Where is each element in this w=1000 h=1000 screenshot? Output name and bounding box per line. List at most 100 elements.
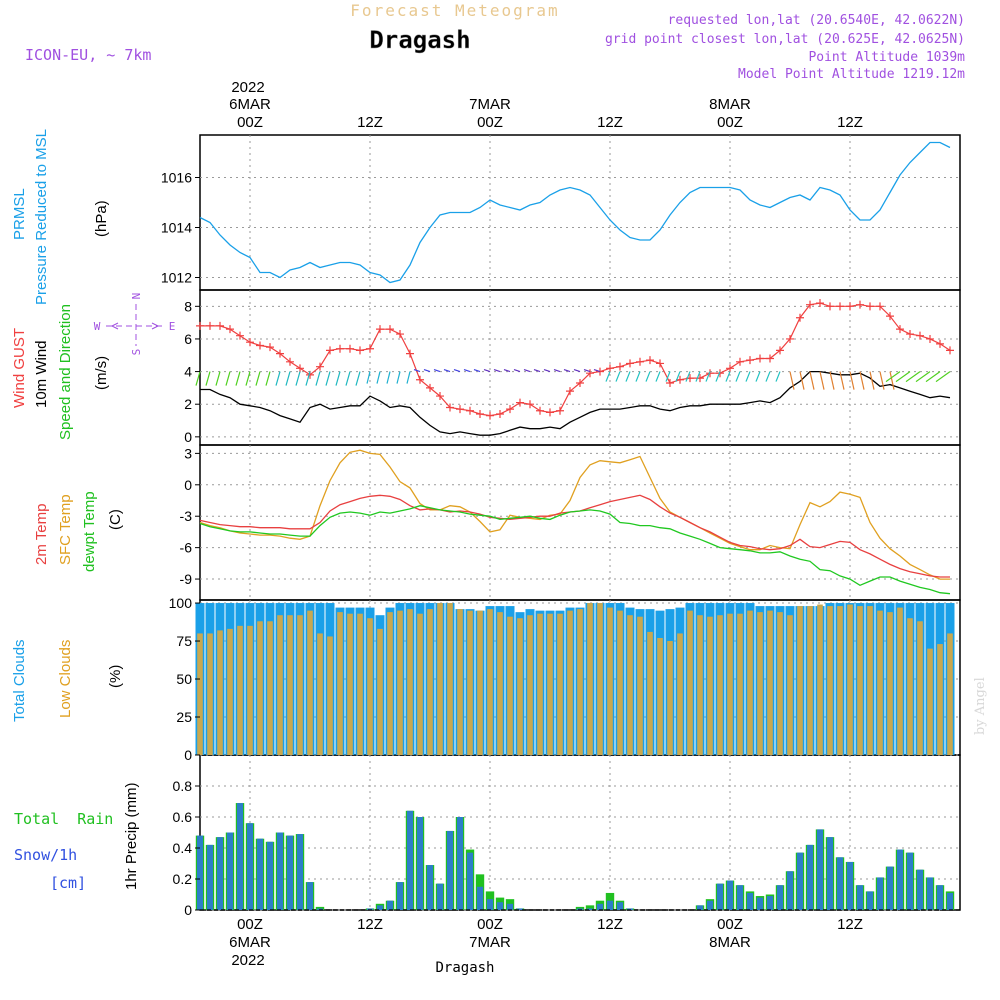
bottom-location-label: Dragash — [435, 960, 494, 976]
wind-direction-arrow — [255, 371, 261, 386]
wind-direction-arrow — [413, 369, 421, 373]
low-cloud-bar — [207, 633, 213, 755]
snow-bar — [857, 885, 863, 910]
wind-speed-line — [200, 370, 951, 436]
snow-bar — [897, 849, 903, 910]
top-time-label: 12Z — [837, 114, 863, 131]
low-cloud-bar — [327, 636, 333, 755]
wind-direction-arrow — [645, 371, 651, 382]
gust-marker — [886, 312, 894, 321]
wind-direction-arrow — [503, 369, 511, 373]
gust-marker — [796, 313, 804, 322]
pressure-panel — [199, 134, 961, 291]
wind-direction-arrow — [625, 371, 631, 382]
low-cloud-bar — [527, 615, 533, 755]
gust-marker — [656, 359, 664, 368]
snow-bar — [197, 835, 203, 910]
low-cloud-bar — [717, 615, 723, 755]
gust-marker — [206, 321, 214, 330]
snow-bar — [367, 908, 373, 910]
low-cloud-bar — [757, 612, 763, 755]
wind-direction-arrow — [376, 371, 381, 384]
low-cloud-bar — [667, 641, 673, 755]
low-cloud-bar — [427, 609, 433, 755]
snow-bar — [837, 857, 843, 910]
wind-direction-arrow — [655, 371, 661, 382]
snow-bar — [317, 908, 323, 910]
low-cloud-bar — [457, 609, 463, 755]
temp-2m-line — [199, 494, 950, 578]
wind-direction-arrow — [745, 371, 751, 382]
gust-marker — [946, 346, 954, 355]
snow-bar — [717, 883, 723, 910]
gust-marker — [926, 334, 934, 343]
temp-label-dewpt: dewpt Temp — [81, 491, 98, 572]
wind-direction-arrow — [563, 369, 571, 373]
low-cloud-bar — [237, 625, 243, 755]
low-cloud-bar — [947, 633, 953, 755]
gust-marker — [896, 325, 904, 334]
gust-marker — [906, 330, 914, 339]
location-title: Dragash — [369, 26, 470, 54]
gust-marker — [436, 392, 444, 401]
wind-direction-arrow — [355, 371, 361, 386]
bottom-time-label: 12Z — [357, 916, 383, 933]
clouds-y-tick-label: 50 — [176, 671, 192, 687]
bottom-year-label: 2022 — [231, 952, 264, 969]
wind-direction-arrow — [789, 371, 795, 390]
wind-direction-arrow — [543, 369, 551, 373]
temperature-y-tick-label: 3 — [184, 445, 192, 461]
low-cloud-bar — [287, 615, 293, 755]
low-cloud-bar — [347, 613, 353, 755]
dewpt-line — [199, 505, 951, 595]
low-cloud-bar — [647, 631, 653, 755]
wind-direction-arrow — [523, 369, 531, 373]
gust-marker — [446, 403, 454, 412]
wind-direction-arrow — [205, 371, 211, 386]
low-cloud-bar — [377, 628, 383, 755]
gust-marker — [196, 321, 204, 330]
snow-bar — [447, 830, 453, 910]
wind-direction-arrow — [915, 371, 931, 383]
low-cloud-bar — [797, 606, 803, 755]
low-cloud-bar — [547, 613, 553, 755]
pressure-y-tick-label: 1016 — [161, 170, 192, 186]
gust-marker — [826, 302, 834, 311]
gust-marker — [486, 411, 494, 420]
gust-marker — [296, 364, 304, 373]
snow-bar — [907, 852, 913, 910]
wind-direction-arrow — [839, 371, 845, 390]
gust-marker — [416, 375, 424, 384]
credit-label: by Angel — [973, 677, 988, 735]
gust-marker — [846, 302, 854, 311]
wind-direction-arrow — [605, 371, 611, 382]
gust-marker — [476, 410, 484, 418]
clouds-label-low: Low Clouds — [57, 640, 74, 718]
bottom-time-label: 12Z — [837, 916, 863, 933]
wind-direction-arrow — [406, 371, 411, 384]
gust-marker — [596, 367, 604, 376]
wind-direction-arrow — [443, 369, 451, 373]
gust-marker — [226, 325, 234, 334]
wind-direction-arrow — [423, 369, 431, 373]
gust-marker — [866, 302, 874, 311]
wind-direction-arrow — [635, 371, 641, 382]
low-cloud-bar — [917, 621, 923, 755]
gust-marker — [786, 334, 794, 343]
gust-marker — [326, 346, 334, 355]
wind-direction-arrow — [573, 369, 581, 373]
compass-n: N — [130, 293, 143, 300]
low-cloud-bar — [507, 616, 513, 755]
precip-label-snow: Snow/1h — [14, 846, 77, 864]
gust-marker — [766, 354, 774, 363]
compass-e: E — [169, 320, 176, 333]
precip-label-total-rain: Total Rain — [14, 810, 113, 828]
snow-bar — [707, 900, 713, 910]
low-cloud-bar — [277, 615, 283, 755]
wind-direction-arrow — [735, 371, 741, 382]
wind-direction-arrow — [675, 371, 681, 382]
wind-direction-arrow — [553, 369, 561, 373]
gust-marker — [246, 338, 254, 347]
wind-direction-arrow — [453, 369, 461, 373]
low-cloud-bar — [587, 603, 593, 755]
